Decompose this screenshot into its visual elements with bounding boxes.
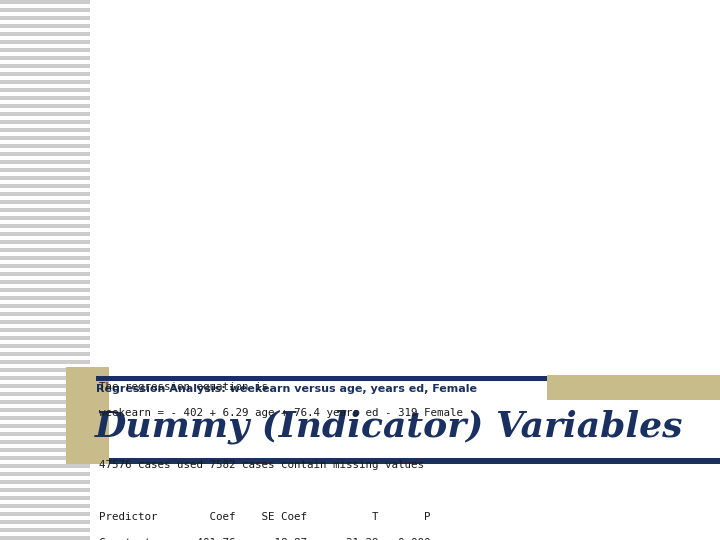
Bar [0,296,90,300]
Bar [0,440,90,444]
Bar [0,264,90,268]
Bar [0,144,90,148]
Bar [0,0,90,4]
Bar [0,88,90,92]
Bar [0,240,90,244]
Bar [0,472,90,476]
Bar [0,72,90,76]
Bar [0,216,90,220]
Bar [0,304,90,308]
Bar [0,376,90,380]
Bar [0,464,90,468]
Bar [0,400,90,404]
Bar [0,184,90,188]
Bar [0,280,90,284]
Text: Dummy (Indicator) Variables: Dummy (Indicator) Variables [94,409,683,444]
Bar [0,192,90,196]
Bar [0,512,90,516]
Bar [0,80,90,84]
Bar [0,352,90,356]
Bar [0,416,90,420]
Bar [0,56,90,60]
Bar [0,536,90,540]
Bar [0,360,90,364]
Bar [0,504,90,508]
Bar [0,448,90,452]
Bar [0,136,90,140]
Bar [0,200,90,204]
Text: The regression equation is: The regression equation is [99,382,268,393]
Bar [0,48,90,52]
Bar [0,488,90,492]
Bar [0,112,90,116]
Bar [0,528,90,532]
Bar [0,424,90,428]
Bar [0,232,90,236]
Text: Constant      -401.76      18.87     -21.29   0.000: Constant -401.76 18.87 -21.29 0.000 [99,538,430,540]
Bar [0,104,90,108]
Bar [0,312,90,316]
Text: 47576 cases used 7582 cases contain missing values: 47576 cases used 7582 cases contain miss… [99,460,423,470]
Bar [0,8,90,12]
Bar [0,480,90,484]
Bar [0,432,90,436]
Text: Predictor        Coef    SE Coef          T       P: Predictor Coef SE Coef T P [99,512,430,522]
Bar [0,328,90,332]
Text: Regression Analysis: weekearn versus age, years ed, Female: Regression Analysis: weekearn versus age… [96,384,477,394]
Bar [0,128,90,132]
Text: weekearn = - 402 + 6.29 age + 76.4 years ed - 319 Female: weekearn = - 402 + 6.29 age + 76.4 years… [99,408,463,418]
Bar [0,224,90,228]
Bar [0,120,90,124]
Bar [0,272,90,276]
Bar [0,64,90,68]
Bar [547,375,720,400]
Bar [0,336,90,340]
Bar [0,496,90,500]
Bar [0,176,90,180]
Bar [0,408,90,412]
Bar [0,288,90,292]
Bar [0,520,90,524]
Bar [0,368,90,372]
Bar [0,248,90,252]
Bar [0,32,90,36]
Bar [0,320,90,324]
Bar [0,256,90,260]
Bar [0,344,90,348]
Bar [0,384,90,388]
Bar [0,208,90,212]
Bar [66,458,720,464]
Bar [0,16,90,20]
Bar [0,168,90,172]
Bar [0,152,90,156]
Bar [66,367,109,464]
Bar [0,456,90,460]
Bar [0,96,90,100]
Bar [0,40,90,44]
Bar [96,376,547,381]
Bar [0,160,90,164]
Bar [0,392,90,396]
Bar [0,24,90,28]
